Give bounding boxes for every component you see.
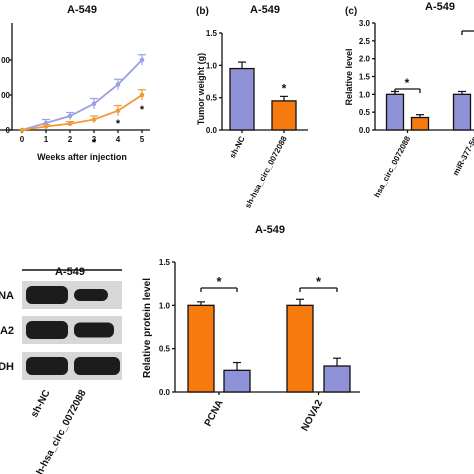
panel-a-x-tick-label: 0 [20,135,25,144]
panel-e-bar [223,369,251,393]
panel-e-sig-mark: * [316,274,322,289]
blot-band-sh-circ [74,289,108,301]
panel-a-y-tick-label: 00 [1,91,10,100]
panel-a-point-0 [115,82,121,87]
panel-c-title: A-549 [425,1,455,13]
panel-e-sig-mark: * [216,274,222,289]
panel-a-sig-mark: * [92,137,97,149]
panel-c-y-tick-label: 3.0 [359,19,371,28]
panel-e-y-tick-label: 1.0 [159,301,171,310]
panel-a-series-line-0 [21,59,143,131]
panel-a-point-1 [19,127,25,133]
panel-a-title: A-549 [67,4,97,16]
panel-a-x-tick-label: 2 [68,135,73,144]
panel-b-bar [229,67,255,131]
panel-b-letter: (b) [196,6,209,17]
panel-a-point-1 [115,108,121,114]
panel-e-bar [323,365,351,393]
panel-a-point-1 [67,121,73,126]
panel-b-bar [271,100,297,131]
blot-row-label: NA [0,290,14,302]
panel-a-point-0 [43,120,49,126]
panel-a-point-0 [67,113,73,119]
blot-band-sh-circ [74,322,114,338]
panel-c-y-tick-label: 0.5 [359,108,371,117]
panel-b-y-tick-label: 0.5 [206,94,218,103]
blot-header: A-549 [55,266,85,278]
panel-c-sig-mark: * [405,76,410,90]
panel-c-bar [452,93,472,131]
panel-e-bar [286,304,314,393]
panel-a-point-0 [139,57,145,63]
panel-a-y-tick-label: 0 [6,126,11,135]
blot-band-sh-nc [26,357,68,375]
panel-c-x-tick-label: miR-377-5p [451,135,474,177]
panel-c-y-tick-label: 2.0 [359,55,371,64]
panel-b-y-tick-label: 1.5 [206,29,218,38]
panel-b-x-tick-label: sh-NC [228,135,247,160]
panel-a-y-tick-label: 00 [1,56,10,65]
panel-a-xlabel: Weeks after injection [37,152,127,162]
blot-row-label: A2 [0,325,14,337]
panel-c-bar [410,116,430,131]
panel-a-x-tick-label: 4 [116,135,121,144]
panel-e-bar [187,304,215,393]
panel-b-y-tick-label: 0.0 [206,126,218,135]
panel-a-point-0 [91,101,97,107]
panel-c-y-tick-label: 1.0 [359,90,371,99]
blot-band-sh-nc [26,321,68,339]
panel-e-y-tick-label: 0.5 [159,345,171,354]
panel-a-x-tick-label: 3 [92,135,97,144]
panel-b-sig-mark: * [282,81,287,95]
panel-e-y-tick-label: 1.5 [159,258,171,267]
blot-row-label: DH [0,361,14,373]
panel-a-point-1 [43,124,49,129]
panel-a-series-line-1 [21,94,143,131]
panel-b-x-tick-label: sh-hsa_circ_0072088 [243,134,289,209]
panel-c-y-tick-label: 1.5 [359,73,371,82]
panel-a-sig-mark: * [140,104,145,116]
panel-e-y-tick-label: 0.0 [159,388,171,397]
panel-c-letter: (c) [345,6,357,17]
panel-c-bar [385,93,405,131]
panel-a-x-tick-label: 5 [140,135,145,144]
panel-d-title: A-549 [255,224,285,236]
panel-b-title: A-549 [250,4,280,16]
panel-c-x-tick-label: hsa_circ_0072088 [372,134,412,199]
panel-c-y-tick-label: 2.5 [359,37,371,46]
panel-e-ylabel: Relative protein level [142,278,153,378]
panel-e-x-tick-label: PCNA [203,398,226,428]
panel-e-x-tick-label: NOVA2 [300,398,326,433]
panel-b-ylabel: Tumor weight (g) [196,53,206,125]
blot-lane-label: sh-NC [29,388,53,419]
blot-band-sh-nc [26,286,68,304]
panel-c-ylabel: Relative level [344,48,354,105]
panel-a-point-1 [139,92,145,98]
blot-band-sh-circ [74,357,120,375]
panel-a-x-tick-label: 1 [44,135,49,144]
panel-a-sig-mark: * [116,118,121,130]
panel-c-y-tick-label: 0.0 [359,126,371,135]
panel-b-y-tick-label: 1.0 [206,61,218,70]
panel-a-point-1 [91,117,97,122]
